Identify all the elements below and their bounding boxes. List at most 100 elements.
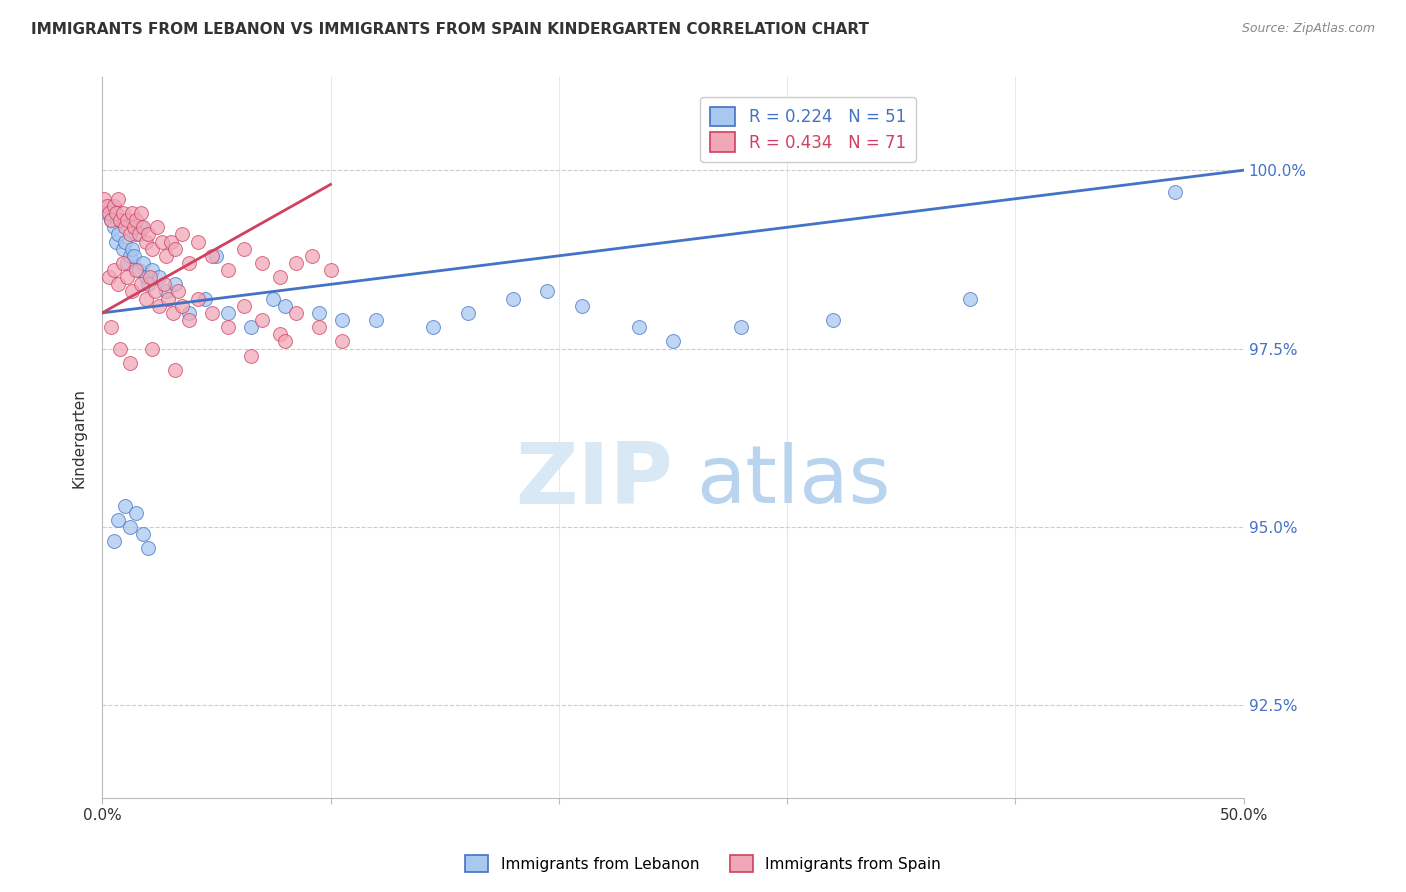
- Point: [96, 206, 118, 220]
- Point: [121, 242, 143, 256]
- Point: [165, 363, 187, 377]
- Point: [165, 242, 187, 256]
- Point: [117, 256, 139, 270]
- Point: [162, 306, 184, 320]
- Point: [118, 356, 141, 370]
- Point: [662, 334, 685, 349]
- Point: [129, 277, 152, 292]
- Point: [136, 277, 159, 292]
- Point: [111, 242, 134, 256]
- Point: [110, 213, 132, 227]
- Point: [330, 313, 353, 327]
- Point: [250, 313, 273, 327]
- Point: [155, 249, 177, 263]
- Point: [117, 270, 139, 285]
- Point: [627, 320, 650, 334]
- Point: [959, 292, 981, 306]
- Text: ZIP: ZIP: [515, 440, 673, 523]
- Point: [250, 256, 273, 270]
- Point: [177, 306, 200, 320]
- Point: [1164, 185, 1187, 199]
- Point: [135, 270, 157, 285]
- Point: [129, 206, 152, 220]
- Point: [187, 292, 209, 306]
- Point: [166, 285, 188, 299]
- Point: [201, 306, 224, 320]
- Point: [536, 285, 558, 299]
- Point: [155, 285, 177, 299]
- Point: [571, 299, 593, 313]
- Point: [114, 499, 136, 513]
- Point: [187, 235, 209, 249]
- Point: [132, 527, 155, 541]
- Point: [100, 213, 122, 227]
- Point: [103, 199, 125, 213]
- Legend: R = 0.224   N = 51, R = 0.434   N = 71: R = 0.224 N = 51, R = 0.434 N = 71: [700, 96, 915, 161]
- Point: [135, 235, 157, 249]
- Point: [121, 206, 143, 220]
- Point: [118, 520, 141, 534]
- Point: [308, 320, 330, 334]
- Point: [457, 306, 479, 320]
- Point: [141, 263, 163, 277]
- Point: [148, 270, 170, 285]
- Point: [107, 192, 129, 206]
- Point: [93, 192, 115, 206]
- Point: [146, 220, 169, 235]
- Point: [150, 235, 173, 249]
- Point: [118, 249, 141, 263]
- Point: [136, 227, 159, 242]
- Point: [262, 292, 284, 306]
- Point: [110, 213, 132, 227]
- Point: [217, 306, 239, 320]
- Point: [366, 313, 388, 327]
- Point: [157, 292, 180, 306]
- Point: [110, 342, 132, 356]
- Point: [239, 349, 262, 363]
- Point: [100, 320, 122, 334]
- Point: [103, 263, 125, 277]
- Point: [172, 227, 194, 242]
- Point: [217, 263, 239, 277]
- Point: [232, 299, 254, 313]
- Point: [117, 213, 139, 227]
- Point: [502, 292, 524, 306]
- Text: Source: ZipAtlas.com: Source: ZipAtlas.com: [1241, 22, 1375, 36]
- Point: [285, 256, 308, 270]
- Point: [232, 242, 254, 256]
- Point: [274, 334, 297, 349]
- Point: [96, 199, 118, 213]
- Point: [148, 299, 170, 313]
- Point: [821, 313, 844, 327]
- Point: [308, 306, 330, 320]
- Point: [107, 513, 129, 527]
- Point: [205, 249, 228, 263]
- Point: [136, 541, 159, 556]
- Point: [125, 506, 148, 520]
- Point: [125, 227, 148, 242]
- Point: [111, 256, 134, 270]
- Point: [107, 227, 129, 242]
- Point: [98, 206, 121, 220]
- Point: [104, 235, 127, 249]
- Point: [129, 220, 152, 235]
- Point: [103, 534, 125, 549]
- Point: [122, 220, 145, 235]
- Point: [153, 277, 176, 292]
- Point: [301, 249, 323, 263]
- Point: [319, 263, 342, 277]
- Point: [132, 256, 155, 270]
- Point: [121, 285, 143, 299]
- Point: [269, 270, 291, 285]
- Point: [122, 249, 145, 263]
- Point: [114, 220, 136, 235]
- Point: [141, 242, 163, 256]
- Point: [239, 320, 262, 334]
- Point: [107, 277, 129, 292]
- Point: [730, 320, 752, 334]
- Point: [118, 227, 141, 242]
- Text: atlas: atlas: [696, 442, 890, 520]
- Point: [128, 227, 150, 242]
- Point: [103, 220, 125, 235]
- Point: [159, 235, 181, 249]
